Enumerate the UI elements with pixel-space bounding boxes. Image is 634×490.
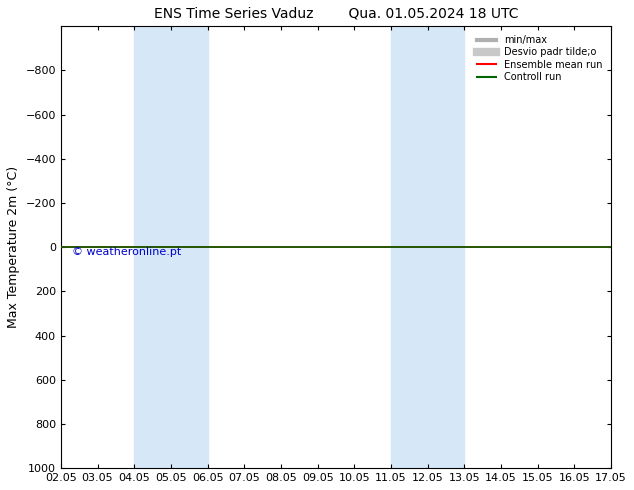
Bar [134, 26, 207, 468]
Legend: min/max, Desvio padr tilde;o, Ensemble mean run, Controll run: min/max, Desvio padr tilde;o, Ensemble m… [473, 31, 606, 86]
Bar [391, 26, 465, 468]
Title: ENS Time Series Vaduz        Qua. 01.05.2024 18 UTC: ENS Time Series Vaduz Qua. 01.05.2024 18… [154, 7, 518, 21]
Y-axis label: Max Temperature 2m (°C): Max Temperature 2m (°C) [7, 166, 20, 328]
Text: © weatheronline.pt: © weatheronline.pt [72, 247, 181, 257]
